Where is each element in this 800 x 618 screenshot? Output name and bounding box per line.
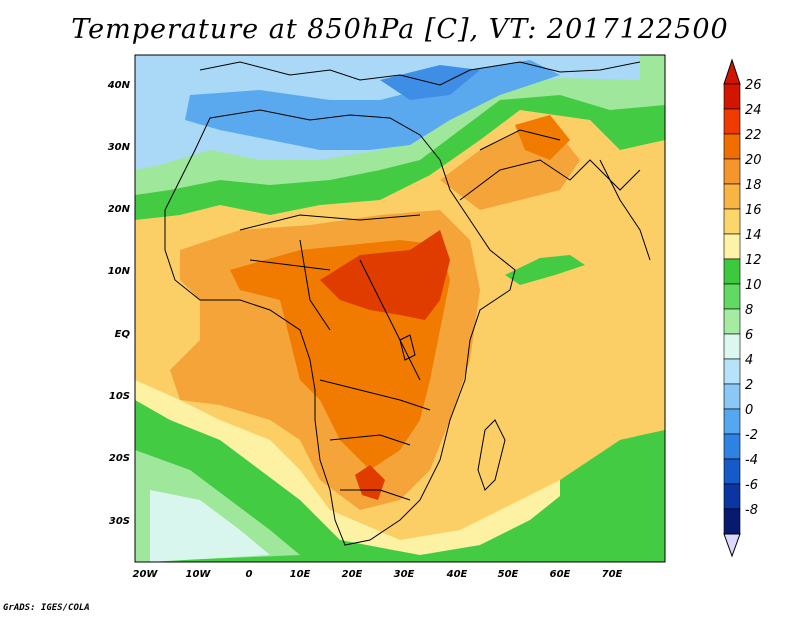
colorbar-label: 4 <box>745 353 753 368</box>
country-borders <box>164 61 651 546</box>
colorbar-label: 24 <box>745 103 762 118</box>
latitude-labels: 40N 30N 20N 10N EQ 10S 20S 30S <box>107 80 131 527</box>
colorbar-swatch <box>723 333 741 360</box>
lat-label: 10S <box>109 391 130 402</box>
colorbar-label: 6 <box>745 328 753 343</box>
colorbar-swatch <box>723 283 741 310</box>
colorbar-label: -6 <box>745 478 758 493</box>
field-blue-n <box>185 60 560 150</box>
lat-label: EQ <box>115 329 131 340</box>
temperature-field <box>135 55 665 562</box>
lat-label: 30S <box>109 516 130 527</box>
colorbar-swatch <box>723 483 741 510</box>
colorbar-swatch <box>723 233 741 260</box>
lon-label: 10W <box>186 569 212 580</box>
field-green-se <box>560 430 665 562</box>
colorbar-swatch <box>723 133 741 160</box>
colorbar-label: -4 <box>745 453 758 468</box>
map-title: Temperature at 850hPa [C], VT: 201712250… <box>71 14 729 45</box>
longitude-labels: 20W 10W 0 10E 20E 30E 40E 50E 60E 70E <box>133 569 623 580</box>
colorbar-bottom-arrow <box>723 533 741 558</box>
colorbar-swatch <box>723 258 741 285</box>
colorbar-label: 20 <box>745 153 762 168</box>
lon-label: 0 <box>246 569 253 580</box>
colorbar-label: 26 <box>745 78 762 93</box>
field-veryhot-c <box>320 230 450 320</box>
lat-label: 30N <box>108 142 131 153</box>
colorbar-swatch <box>723 308 741 335</box>
colorbar-swatch <box>723 358 741 385</box>
colorbar-label: 14 <box>745 228 762 243</box>
field-cyan-s <box>150 490 270 562</box>
lon-label: 30E <box>394 569 415 580</box>
lon-label: 10E <box>290 569 311 580</box>
colorbar-swatch <box>723 158 741 185</box>
colorbar-label: -8 <box>745 503 758 518</box>
lat-label: 40N <box>107 80 131 91</box>
colorbar-label: 0 <box>745 403 753 418</box>
lon-label: 50E <box>498 569 519 580</box>
colorbar-label: 2 <box>745 378 753 393</box>
lon-label: 20W <box>133 569 159 580</box>
lon-label: 20E <box>342 569 363 580</box>
footer-credit: GrADS: IGES/COLA <box>3 603 90 613</box>
colorbar-label: 16 <box>745 203 762 218</box>
colorbar-label: 18 <box>745 178 762 193</box>
field-green-e <box>505 255 585 285</box>
lon-label: 40E <box>446 569 468 580</box>
colorbar-swatch <box>723 408 741 435</box>
lat-label: 20N <box>108 204 131 215</box>
lon-label: 60E <box>550 569 571 580</box>
colorbar-swatch <box>723 458 741 485</box>
lat-label: 20S <box>109 453 130 464</box>
colorbar-swatch <box>723 433 741 460</box>
colorbar-swatch <box>723 183 741 210</box>
colorbar-label: 12 <box>745 253 762 268</box>
colorbar-top-arrow <box>723 58 741 85</box>
colorbar-swatch <box>723 83 741 110</box>
field-green-s <box>135 400 665 562</box>
colorbar-label: 8 <box>745 303 753 318</box>
field-hot-me <box>515 115 570 160</box>
colorbar-label: 10 <box>745 278 762 293</box>
field-veryhot-s <box>355 465 385 500</box>
colorbar-swatch <box>723 383 741 410</box>
colorbar-swatch <box>723 508 741 535</box>
lon-label: 70E <box>602 569 623 580</box>
colorbar-label: -2 <box>745 428 758 443</box>
colorbar-label: 22 <box>745 128 762 143</box>
lat-label: 10N <box>108 266 131 277</box>
map-frame <box>134 54 666 563</box>
colorbar-swatch <box>723 208 741 235</box>
colorbar-swatch <box>723 108 741 135</box>
